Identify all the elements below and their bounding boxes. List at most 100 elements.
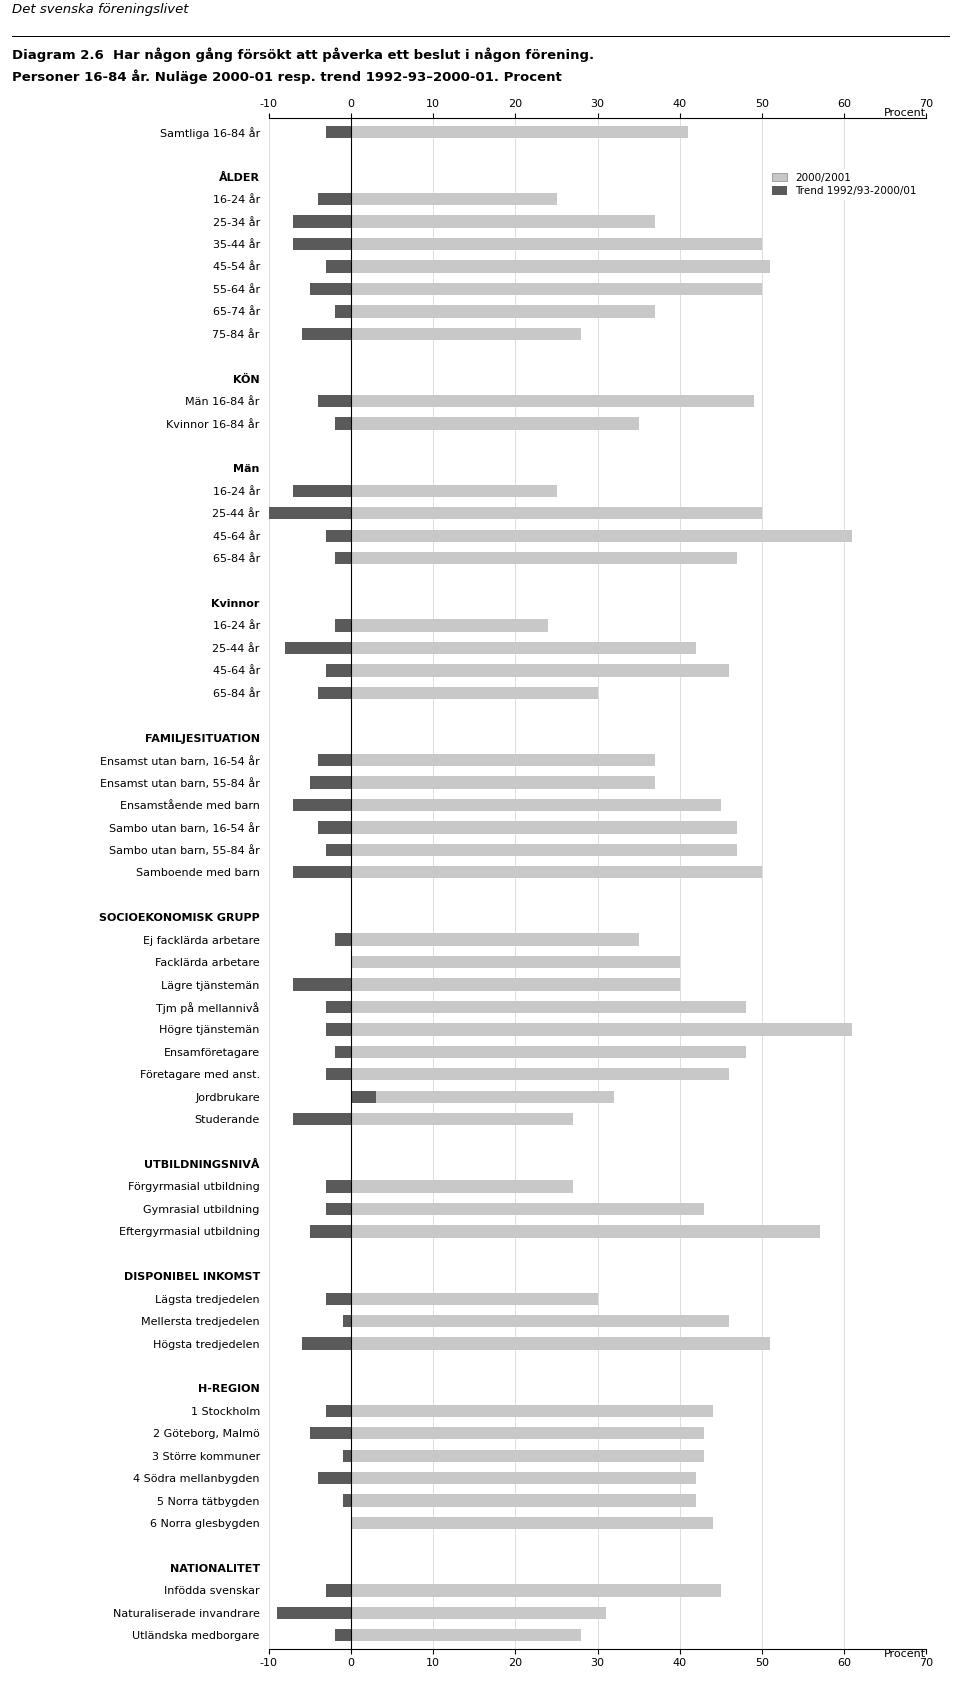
Bar bbox=[351, 551, 737, 565]
Bar bbox=[351, 979, 680, 991]
Bar bbox=[343, 1449, 351, 1463]
Bar bbox=[326, 1405, 351, 1417]
Bar bbox=[351, 529, 852, 541]
Text: Diagram 2.6  Har någon gång försökt att påverka ett beslut i någon förening.: Diagram 2.6 Har någon gång försökt att p… bbox=[12, 47, 593, 63]
Bar bbox=[343, 1316, 351, 1327]
Bar bbox=[351, 665, 730, 676]
Bar bbox=[351, 933, 638, 945]
Bar bbox=[326, 1202, 351, 1216]
Bar bbox=[351, 1180, 573, 1192]
Bar bbox=[351, 1517, 712, 1529]
Bar bbox=[351, 754, 655, 766]
Bar bbox=[351, 1449, 705, 1463]
Bar bbox=[351, 1069, 730, 1081]
Bar bbox=[351, 125, 688, 139]
Bar bbox=[351, 1202, 705, 1216]
Bar bbox=[326, 1292, 351, 1305]
Bar bbox=[351, 1113, 573, 1125]
Bar bbox=[301, 328, 351, 340]
Bar bbox=[351, 1427, 705, 1439]
Bar bbox=[310, 1226, 351, 1238]
Bar bbox=[334, 933, 351, 945]
Bar bbox=[351, 282, 762, 294]
Bar bbox=[326, 529, 351, 541]
Bar bbox=[351, 1023, 852, 1035]
Bar bbox=[351, 1316, 730, 1327]
Bar bbox=[351, 687, 598, 698]
Text: Personer 16-84 år. Nuläge 2000-01 resp. trend 1992-93–2000-01. Procent: Personer 16-84 år. Nuläge 2000-01 resp. … bbox=[12, 69, 562, 85]
Bar bbox=[318, 193, 351, 205]
Bar bbox=[334, 418, 351, 430]
Bar bbox=[269, 507, 351, 519]
Bar bbox=[351, 396, 754, 408]
Bar bbox=[351, 844, 737, 856]
Bar bbox=[326, 260, 351, 272]
Bar bbox=[326, 1180, 351, 1192]
Bar bbox=[351, 418, 638, 430]
Bar bbox=[351, 776, 655, 788]
Bar bbox=[351, 1045, 746, 1059]
Bar bbox=[351, 1292, 598, 1305]
Bar bbox=[351, 304, 655, 318]
Text: Det svenska föreningslivet: Det svenska föreningslivet bbox=[12, 2, 188, 15]
Bar bbox=[351, 215, 655, 228]
Bar bbox=[351, 822, 737, 834]
Bar bbox=[294, 1113, 351, 1125]
Bar bbox=[294, 238, 351, 250]
Bar bbox=[294, 215, 351, 228]
Bar bbox=[334, 1628, 351, 1642]
Bar bbox=[310, 1427, 351, 1439]
Bar bbox=[351, 1001, 746, 1013]
Bar bbox=[294, 866, 351, 879]
Bar bbox=[294, 798, 351, 812]
Bar bbox=[334, 619, 351, 632]
Legend: 2000/2001, Trend 1992/93-2000/01: 2000/2001, Trend 1992/93-2000/01 bbox=[767, 169, 922, 200]
Bar bbox=[351, 866, 762, 879]
Bar bbox=[301, 1338, 351, 1349]
Bar bbox=[351, 643, 696, 654]
Bar bbox=[351, 507, 762, 519]
Bar bbox=[326, 1584, 351, 1596]
Bar bbox=[351, 1091, 375, 1103]
Bar bbox=[326, 1001, 351, 1013]
Bar bbox=[326, 844, 351, 856]
Bar bbox=[334, 1045, 351, 1059]
Bar bbox=[318, 754, 351, 766]
Bar bbox=[294, 485, 351, 497]
Bar bbox=[351, 485, 557, 497]
Text: Procent: Procent bbox=[884, 1649, 926, 1659]
Bar bbox=[351, 1495, 696, 1507]
Bar bbox=[351, 1473, 696, 1485]
Bar bbox=[294, 979, 351, 991]
Bar bbox=[326, 1069, 351, 1081]
Bar bbox=[351, 955, 680, 969]
Bar bbox=[351, 328, 581, 340]
Bar bbox=[285, 643, 351, 654]
Bar bbox=[351, 238, 762, 250]
Bar bbox=[351, 1338, 770, 1349]
Bar bbox=[326, 1023, 351, 1035]
Bar bbox=[351, 193, 557, 205]
Bar bbox=[343, 1495, 351, 1507]
Bar bbox=[318, 1473, 351, 1485]
Bar bbox=[351, 798, 721, 812]
Text: Procent: Procent bbox=[884, 108, 926, 118]
Bar bbox=[351, 1628, 581, 1642]
Bar bbox=[351, 1226, 820, 1238]
Bar bbox=[326, 665, 351, 676]
Bar bbox=[310, 776, 351, 788]
Bar bbox=[310, 282, 351, 294]
Bar bbox=[351, 1606, 606, 1618]
Bar bbox=[351, 260, 770, 272]
Bar bbox=[351, 1405, 712, 1417]
Bar bbox=[351, 619, 548, 632]
Bar bbox=[318, 822, 351, 834]
Bar bbox=[351, 1091, 614, 1103]
Bar bbox=[351, 1584, 721, 1596]
Bar bbox=[334, 304, 351, 318]
Bar bbox=[318, 396, 351, 408]
Bar bbox=[318, 687, 351, 698]
Bar bbox=[277, 1606, 351, 1618]
Bar bbox=[334, 551, 351, 565]
Bar bbox=[326, 125, 351, 139]
